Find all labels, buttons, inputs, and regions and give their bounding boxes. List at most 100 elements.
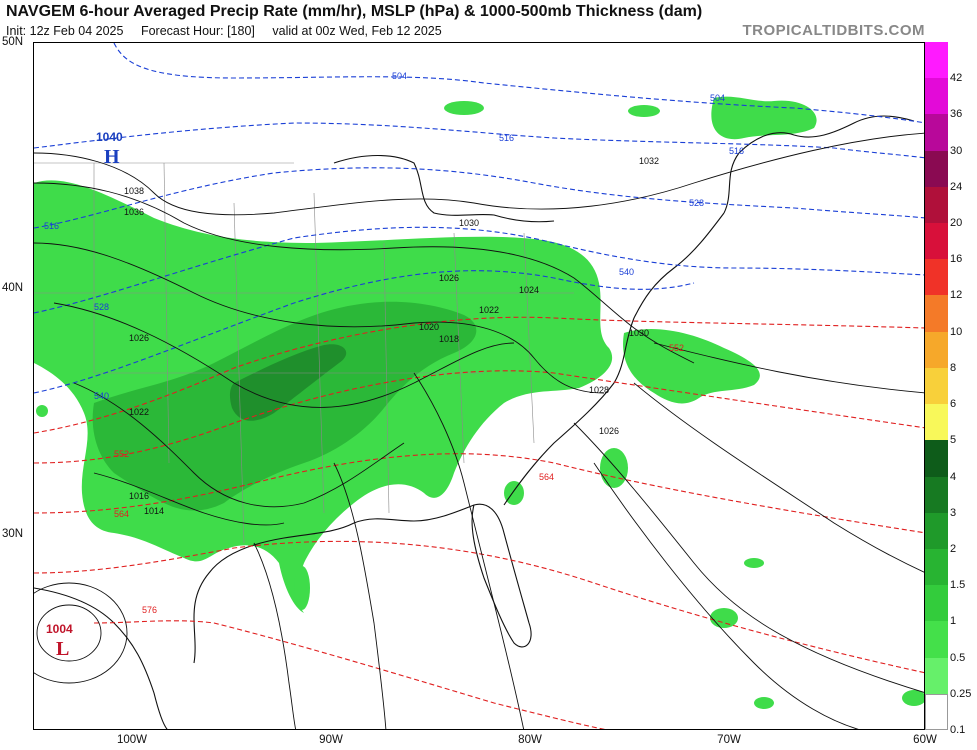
isobar-label: 1022 xyxy=(129,407,149,417)
thickness-label: 540 xyxy=(94,391,109,401)
colorbar-label: 36 xyxy=(950,108,963,121)
lat-label-30n: 30N xyxy=(2,528,24,540)
colorbar-label: 0.25 xyxy=(950,687,972,700)
mexico-coast xyxy=(34,587,168,729)
isobar-label: 1016 xyxy=(129,491,149,501)
colorbar-label: 0.5 xyxy=(950,651,966,664)
thickness-label: 516 xyxy=(499,133,514,143)
precip-colorbar: 42 36 30 24 20 16 12 10 8 6 5 4 3 2 1.5 1 0.5 0.25 0.1 xyxy=(925,42,977,736)
precip-cell xyxy=(744,558,764,568)
colorbar-label: 20 xyxy=(950,217,963,230)
isobar-label: 1038 xyxy=(124,186,144,196)
precip-cell xyxy=(600,448,628,488)
lat-label-40n: 40N xyxy=(2,282,24,294)
colorbar-swatch xyxy=(925,259,948,296)
lon-label-80w: 80W xyxy=(518,734,542,746)
precip-area-moderate xyxy=(92,301,477,511)
great-lakes xyxy=(333,154,555,223)
low-pressure-symbol: L xyxy=(56,638,69,660)
gulf-coast xyxy=(193,503,532,664)
colorbar-swatch xyxy=(925,186,948,224)
thickness-label: 516 xyxy=(44,221,59,231)
precip-cell xyxy=(902,690,924,706)
colorbar-label: 1.5 xyxy=(950,579,966,592)
thickness-label: 576 xyxy=(142,605,157,615)
colorbar-label: 8 xyxy=(950,361,957,374)
isobar-labels: 1038 1036 1030 1032 1026 1024 1022 1020 … xyxy=(124,156,659,516)
high-pressure-value: 1040 xyxy=(96,130,123,144)
colorbar-label: 2 xyxy=(950,542,957,555)
forecast-map: 1038 1036 1030 1032 1026 1024 1022 1020 … xyxy=(33,42,925,730)
colorbar-swatch xyxy=(925,512,948,550)
thickness-label: 504 xyxy=(392,71,407,81)
colorbar-label: 42 xyxy=(950,72,963,85)
precip-cell xyxy=(294,566,310,610)
brand-watermark: TROPICALTIDBITS.COM xyxy=(742,22,925,39)
low-pressure-value: 1004 xyxy=(46,622,73,636)
political-borders xyxy=(34,162,574,544)
thickness-label: 564 xyxy=(539,472,554,482)
precip-field xyxy=(34,96,924,709)
colorbar-label: 30 xyxy=(950,144,963,157)
isobar-label: 1030 xyxy=(629,328,649,338)
isobars xyxy=(34,132,924,729)
forecast-hour: Forecast Hour: [180] xyxy=(140,24,255,38)
colorbar-swatch xyxy=(925,367,948,405)
colorbar-swatch xyxy=(925,621,948,659)
isobar-label: 1030 xyxy=(459,218,479,228)
lon-label-60w: 60W xyxy=(913,734,937,746)
isobar-label: 1014 xyxy=(144,506,164,516)
colorbar-swatch xyxy=(925,295,948,333)
colorbar-swatch xyxy=(925,150,948,188)
lon-label-90w: 90W xyxy=(319,734,343,746)
colorbar-label: 10 xyxy=(950,325,963,338)
colorbar-swatch xyxy=(925,331,948,369)
isobar-label: 1022 xyxy=(479,305,499,315)
colorbar-label: 5 xyxy=(950,434,957,447)
colorbar-swatch xyxy=(925,657,948,695)
thickness-label: 564 xyxy=(114,509,129,519)
colorbar-swatch xyxy=(925,693,948,731)
precip-cell xyxy=(754,697,774,709)
map-title: NAVGEM 6-hour Averaged Precip Rate (mm/h… xyxy=(6,3,703,20)
precip-area-coastal xyxy=(623,328,760,404)
colorbar-swatch xyxy=(925,114,948,152)
lat-label-50n: 50N xyxy=(2,36,24,48)
high-pressure-symbol: H xyxy=(104,146,120,168)
colorbar-swatch xyxy=(925,548,948,586)
colorbar-label: 4 xyxy=(950,470,957,483)
colorbar-label: 12 xyxy=(950,289,963,302)
init-time: Init: 12z Feb 04 2025 xyxy=(6,24,124,38)
isobar-label: 1024 xyxy=(519,285,539,295)
lon-label-100w: 100W xyxy=(116,734,148,746)
thickness-contours-cold xyxy=(34,43,924,394)
thickness-label: 552 xyxy=(114,449,129,459)
isobar-label: 1026 xyxy=(129,333,149,343)
precip-cell xyxy=(628,105,660,117)
isobar-label: 1026 xyxy=(439,273,459,283)
colorbar-swatch xyxy=(925,585,948,622)
colorbar-swatch xyxy=(925,223,948,260)
isobar-label: 1028 xyxy=(589,385,609,395)
colorbar-label: 0.1 xyxy=(950,724,966,736)
isobar-label: 1026 xyxy=(599,426,619,436)
thickness-labels-warm: 552 552 564 564 576 xyxy=(114,343,684,615)
east-coast xyxy=(503,212,725,506)
thickness-label: 552 xyxy=(669,343,684,353)
precip-area-heavy xyxy=(229,344,347,421)
valid-time: valid at 00z Wed, Feb 12 2025 xyxy=(272,24,442,38)
precip-cell xyxy=(504,481,524,505)
colorbar-label: 16 xyxy=(950,253,963,266)
map-subtitle: Init: 12z Feb 04 2025 Forecast Hour: [18… xyxy=(6,24,456,38)
thickness-label: 516 xyxy=(729,146,744,156)
thickness-label: 504 xyxy=(710,93,725,103)
thickness-labels-cold: 504 516 504 516 528 516 528 540 540 xyxy=(44,71,744,401)
colorbar-swatch xyxy=(925,476,948,514)
precip-area-north xyxy=(711,96,817,140)
isobar-label: 1020 xyxy=(419,322,439,332)
colorbar-label: 3 xyxy=(950,506,957,519)
thickness-label: 528 xyxy=(689,198,704,208)
colorbar-label: 1 xyxy=(950,615,957,628)
colorbar-swatch xyxy=(925,42,948,79)
isobar-label: 1032 xyxy=(639,156,659,166)
